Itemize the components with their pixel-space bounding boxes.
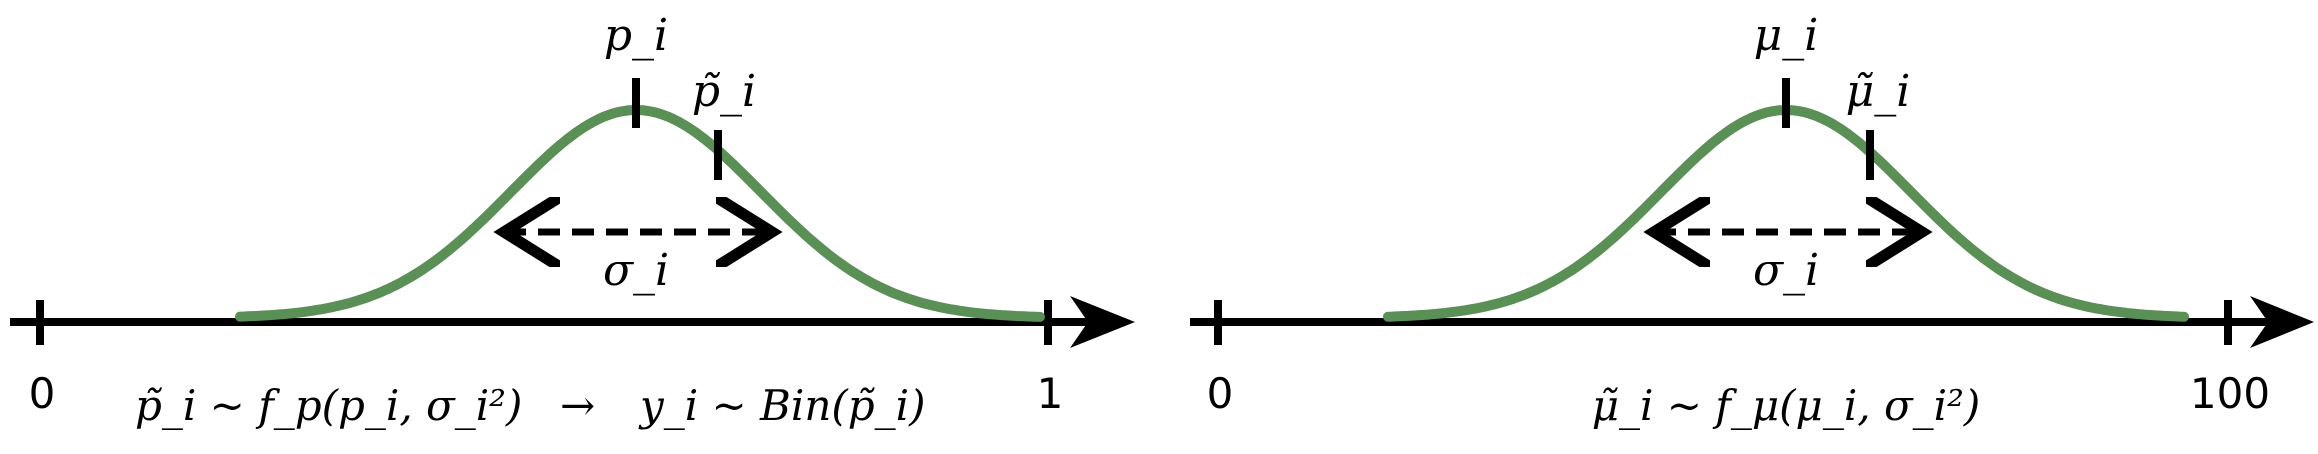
left-formula-sampling: p̃_i ~ f_p(p_i, σ_i²) xyxy=(135,381,522,430)
right-spread-label: σ_i xyxy=(1753,245,1819,296)
left-mean-label: p_i xyxy=(604,10,668,61)
left-formula-binomial: y_i ~ Bin(p̃_i) xyxy=(638,381,926,430)
left-panel: p_i p̃_i σ_i 0 1 p̃_i ~ f_p(p_i, σ_i²) →… xyxy=(10,10,1135,430)
right-sample-label: μ̃_i xyxy=(1846,66,1911,117)
left-axis-max-label: 1 xyxy=(1037,369,1064,418)
left-axis-arrowhead xyxy=(1070,296,1135,348)
right-panel: μ_i μ̃_i σ_i 0 100 μ̃_i ~ f_μ(μ_i, σ_i²) xyxy=(1190,10,2314,430)
right-axis-min-label: 0 xyxy=(1207,369,1234,418)
left-sample-label: p̃_i xyxy=(692,66,756,117)
right-formula-sampling: μ̃_i ~ f_μ(μ_i, σ_i²) xyxy=(1592,381,1981,430)
left-axis-min-label: 0 xyxy=(29,369,56,418)
right-mean-label: μ_i xyxy=(1754,10,1819,61)
right-axis-max-label: 100 xyxy=(2190,369,2270,418)
left-spread-label: σ_i xyxy=(603,245,669,296)
left-formula-arrow: → xyxy=(560,381,595,430)
right-axis-arrowhead xyxy=(2250,296,2314,348)
